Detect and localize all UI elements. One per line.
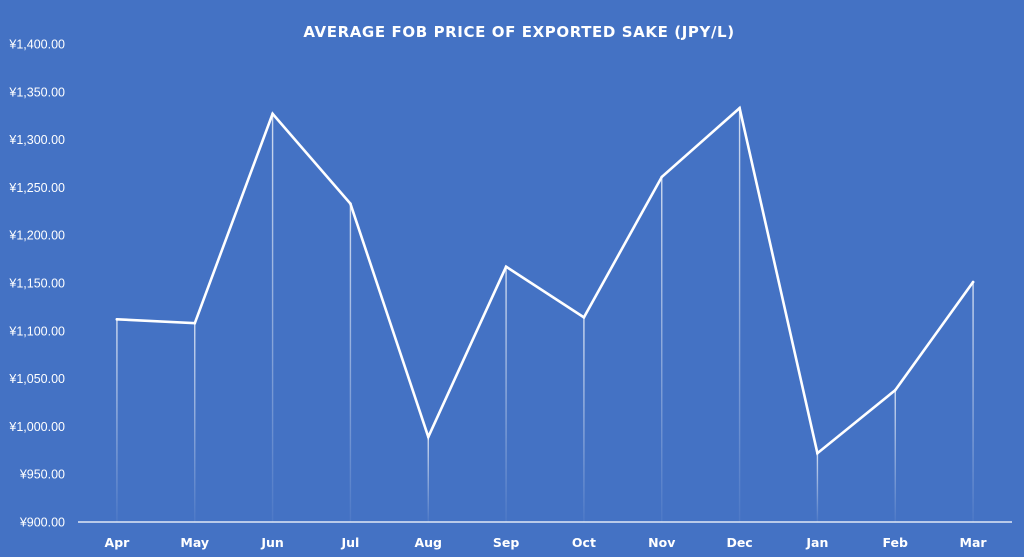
y-axis-ticks: ¥900.00 ¥950.00 ¥1,000.00 ¥1,050.00 ¥1,100.0… <box>8 38 65 530</box>
data-point <box>426 435 430 439</box>
x-tick-label: Sep <box>493 535 519 550</box>
data-point <box>738 106 741 110</box>
data-point <box>271 112 274 116</box>
x-tick-label: Jan <box>805 535 828 550</box>
x-tick-label: Mar <box>960 535 988 550</box>
data-point <box>893 388 897 392</box>
chart-title: AVERAGE FOB PRICE OF EXPORTED SAKE (JPY/… <box>303 23 734 41</box>
x-tick-label: Oct <box>572 535 596 550</box>
x-tick-label: May <box>180 535 209 550</box>
drop-line <box>505 266 507 522</box>
x-tick-label: Jun <box>260 535 283 550</box>
drop-line <box>116 319 118 522</box>
data-point <box>193 321 197 325</box>
data-point <box>660 175 664 179</box>
series-line <box>115 105 975 456</box>
x-tick-label: Dec <box>726 535 752 550</box>
data-point <box>816 451 819 455</box>
y-tick-label: ¥950.00 <box>19 468 65 482</box>
y-tick-label: ¥1,100.00 <box>8 324 65 338</box>
x-tick-label: Aug <box>414 535 442 550</box>
data-point <box>115 318 119 321</box>
x-tick-label: Apr <box>105 535 131 550</box>
data-point <box>349 202 352 205</box>
series-group <box>115 105 975 456</box>
drop-line <box>583 317 585 522</box>
y-tick-label: ¥1,300.00 <box>8 133 65 147</box>
y-tick-label: ¥1,350.00 <box>8 85 65 99</box>
drop-line <box>661 176 663 522</box>
y-tick-label: ¥900.00 <box>19 516 65 530</box>
y-tick-label: ¥1,050.00 <box>8 372 65 386</box>
drop-line <box>738 108 741 522</box>
drop-line <box>972 282 974 522</box>
data-point <box>504 265 508 269</box>
y-tick-label: ¥1,250.00 <box>8 181 65 195</box>
data-point <box>971 280 975 284</box>
drop-lines <box>116 108 974 523</box>
y-tick-label: ¥1,150.00 <box>8 277 65 291</box>
drop-line <box>271 113 274 523</box>
y-tick-label: ¥1,000.00 <box>8 420 65 434</box>
y-tick-label: ¥1,400.00 <box>8 38 65 52</box>
y-tick-label: ¥1,200.00 <box>8 229 65 243</box>
x-tick-label: Nov <box>648 535 675 550</box>
drop-line <box>194 323 196 522</box>
x-axis-ticks: Apr May Jun Jul Aug Sep Oct Nov Dec Jan Feb Mar <box>105 535 988 550</box>
x-tick-label: Jul <box>340 535 359 550</box>
drop-line <box>427 436 429 522</box>
data-point <box>582 316 586 319</box>
drop-line <box>894 390 896 522</box>
drop-line <box>349 203 352 523</box>
drop-line <box>816 453 819 522</box>
x-tick-label: Feb <box>883 535 909 550</box>
